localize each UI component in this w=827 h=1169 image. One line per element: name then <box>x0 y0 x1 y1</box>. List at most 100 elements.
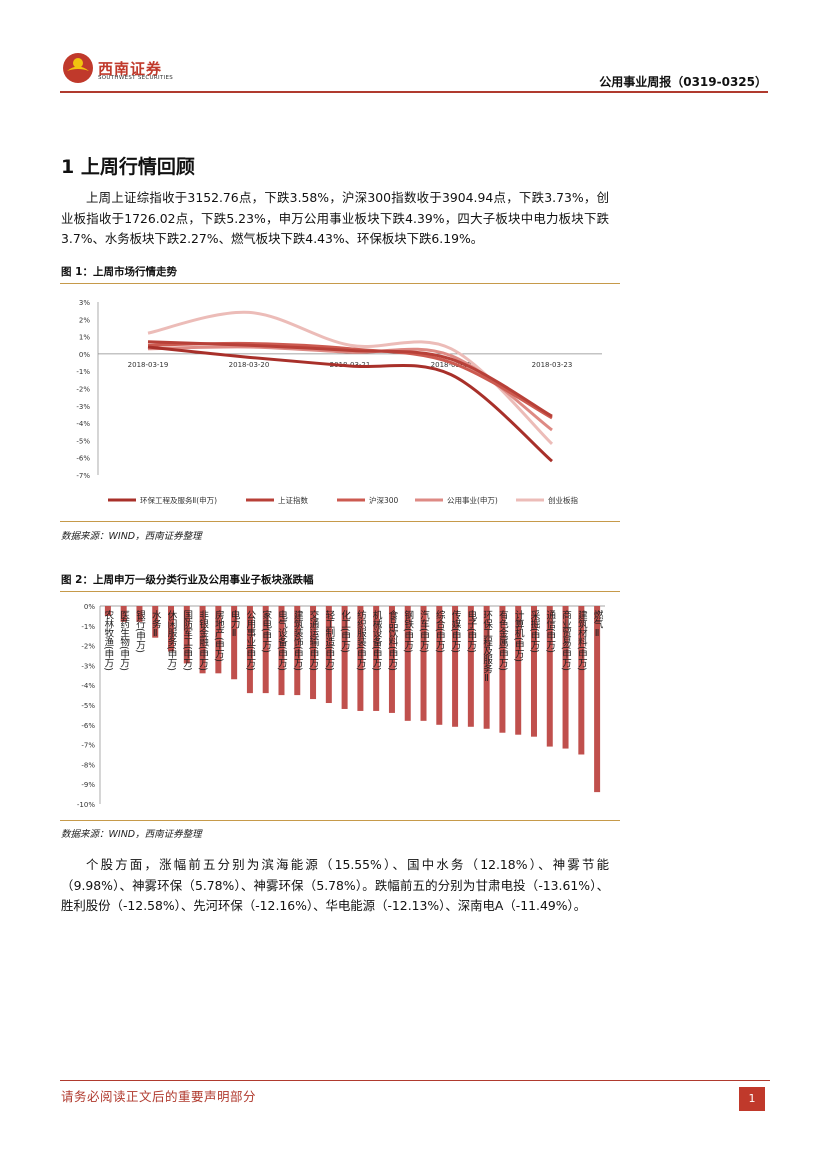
legend-label: 创业板指 <box>548 495 578 505</box>
header-divider <box>60 91 768 93</box>
y-tick-label: -10% <box>77 801 95 809</box>
y-tick-label: -4% <box>81 682 95 690</box>
category-label: 家电(申万) <box>260 609 272 652</box>
bar <box>310 606 317 700</box>
category-label: 国防军工(申万) <box>181 610 193 670</box>
x-tick-label: 2018-03-23 <box>532 361 573 369</box>
category-label: 公用事业(申万) <box>244 610 256 670</box>
category-label: 汽车(申万) <box>418 609 430 652</box>
category-label: 非银金融(申万) <box>197 609 209 670</box>
y-tick-label: -1% <box>76 368 90 376</box>
bar <box>436 606 443 725</box>
logo-subtitle: SOUTHWEST SECURITIES <box>98 75 174 81</box>
x-tick-label: 2018-03-22 <box>431 361 472 369</box>
category-label: 建筑装饰(申万) <box>292 609 304 670</box>
bar <box>452 606 459 727</box>
figure2-top-rule <box>60 591 620 592</box>
bar <box>262 606 269 694</box>
y-tick-label: 0% <box>79 351 90 359</box>
y-tick-label: -5% <box>81 702 95 710</box>
bar <box>199 606 206 674</box>
category-label: 银行(申万) <box>134 609 146 652</box>
bar <box>562 606 569 749</box>
category-label: 交通运输(申万) <box>308 609 320 670</box>
legend-label: 环保工程及服务Ⅱ(申万) <box>140 495 217 505</box>
footer-divider <box>60 1080 770 1081</box>
y-tick-label: -3% <box>81 662 95 670</box>
legend-label: 上证指数 <box>278 495 308 505</box>
x-tick-label: 2018-03-20 <box>229 361 270 369</box>
bar <box>136 606 143 622</box>
series-line <box>147 340 553 418</box>
figure1-title: 图 1：上周市场行情走势 <box>61 266 177 278</box>
category-label: 电子(申万) <box>465 609 477 652</box>
y-tick-label: -8% <box>81 761 95 769</box>
x-tick-label: 2018-03-19 <box>128 361 169 369</box>
y-tick-label: -2% <box>76 386 90 394</box>
bar <box>404 606 411 721</box>
bar <box>420 606 427 721</box>
series-line <box>147 345 553 463</box>
bar <box>373 606 380 711</box>
bar <box>152 606 159 638</box>
bar <box>467 606 474 727</box>
bar <box>104 606 111 616</box>
bar <box>168 606 175 652</box>
category-label: 钢铁(申万) <box>402 609 414 652</box>
y-tick-label: 2% <box>79 316 90 324</box>
figure2-bottom-rule <box>60 820 620 821</box>
y-tick-label: -2% <box>81 643 95 651</box>
page-number: 1 <box>739 1087 765 1111</box>
category-label: 环保工程及服务Ⅱ <box>481 610 493 684</box>
category-label: 医药生物(申万) <box>118 610 130 670</box>
y-tick-label: -7% <box>81 742 95 750</box>
bar <box>215 606 222 674</box>
bar <box>278 606 285 696</box>
bar <box>483 606 490 729</box>
logo-text: 西南证券 <box>98 60 163 78</box>
figure1-top-rule <box>60 283 620 284</box>
bar <box>515 606 522 735</box>
legend-label: 沪深300 <box>369 495 399 505</box>
category-label: 综合(申万) <box>434 609 446 652</box>
figure1-source: 数据来源：WIND，西南证券整理 <box>61 531 202 542</box>
category-label: 建筑材料(申万) <box>576 609 588 670</box>
category-label: 有色金属(申万) <box>497 609 509 670</box>
bar <box>325 606 332 704</box>
logo-emblem <box>63 53 93 83</box>
category-label: 纺织服装(申万) <box>355 609 367 670</box>
category-label: 休闲服务(申万) <box>166 609 178 670</box>
stock-performance-paragraph: 个股方面，涨幅前五分别为滨海能源（15.55%）、国中水务（12.18%）、神雾… <box>61 857 609 913</box>
bar <box>530 606 537 737</box>
category-label: 房地产(申万) <box>213 609 225 661</box>
category-label: 水务Ⅱ <box>150 609 162 638</box>
disclaimer-note: 请务必阅读正文后的重要声明部分 <box>61 1089 257 1104</box>
bar <box>388 606 395 713</box>
market-review-paragraph: 上周上证综指收于3152.76点，下跌3.58%，沪深300指数收于3904.9… <box>61 190 609 246</box>
category-label: 电力Ⅱ <box>229 609 241 638</box>
bar <box>341 606 348 709</box>
market-trend-line-chart: 3% 2% 1% 0% -1% -2% -3% -4% -5% -6% -7% 2018-03-19 2… <box>76 299 602 505</box>
category-label: 轻工制造(申万) <box>323 609 335 670</box>
category-label: 机械设备(申万) <box>371 609 383 670</box>
y-tick-label: -3% <box>76 403 90 411</box>
bar <box>120 606 127 622</box>
y-tick-label: -6% <box>81 722 95 730</box>
series-line <box>147 345 553 432</box>
bar <box>594 606 601 793</box>
bar <box>578 606 585 755</box>
industry-change-bar-chart: 0% -1% -2% -3% -4% -5% -6% -7% -8% -9% -10% 农林牧渔(申万… <box>77 603 605 809</box>
section-title: 1 上周行情回顾 <box>61 156 195 178</box>
category-label: 农林牧渔(申万) <box>102 609 114 670</box>
figure1-bottom-rule <box>60 521 620 522</box>
category-label: 传媒(申万) <box>450 609 462 652</box>
y-tick-label: -6% <box>76 455 90 463</box>
y-tick-label: 3% <box>79 299 90 307</box>
category-label: 采掘(申万) <box>528 610 540 652</box>
bar <box>246 606 253 694</box>
y-tick-label: -5% <box>76 437 90 445</box>
category-label: 燃气Ⅱ <box>592 609 604 638</box>
y-tick-label: 0% <box>84 603 95 611</box>
legend-label: 公用事业(申万) <box>447 495 498 505</box>
y-tick-label: -1% <box>81 623 95 631</box>
